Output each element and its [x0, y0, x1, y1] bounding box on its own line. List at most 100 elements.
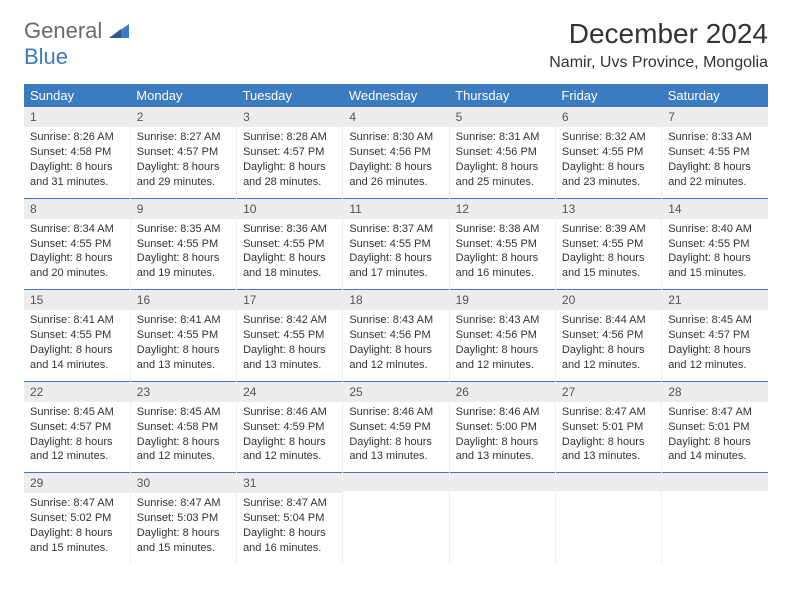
week-row: 22Sunrise: 8:45 AMSunset: 4:57 PMDayligh… — [24, 382, 768, 473]
day-number: 27 — [556, 382, 661, 402]
day-cell: 1Sunrise: 8:26 AMSunset: 4:58 PMDaylight… — [24, 107, 130, 198]
sunset-text: Sunset: 4:55 PM — [562, 145, 655, 160]
day-number: 8 — [24, 199, 130, 219]
week-row: 8Sunrise: 8:34 AMSunset: 4:55 PMDaylight… — [24, 199, 768, 290]
day-number — [450, 473, 555, 491]
sunset-text: Sunset: 4:55 PM — [349, 237, 442, 252]
day-cell: 5Sunrise: 8:31 AMSunset: 4:56 PMDaylight… — [449, 107, 555, 198]
daylight-text: Daylight: 8 hours and 13 minutes. — [562, 435, 655, 465]
day-body: Sunrise: 8:47 AMSunset: 5:02 PMDaylight:… — [24, 493, 130, 563]
week-row: 1Sunrise: 8:26 AMSunset: 4:58 PMDaylight… — [24, 107, 768, 198]
day-body: Sunrise: 8:33 AMSunset: 4:55 PMDaylight:… — [662, 127, 768, 197]
day-cell: 23Sunrise: 8:45 AMSunset: 4:58 PMDayligh… — [130, 382, 236, 473]
sunrise-text: Sunrise: 8:41 AM — [137, 313, 230, 328]
sunset-text: Sunset: 4:57 PM — [30, 420, 124, 435]
sunset-text: Sunset: 5:04 PM — [243, 511, 336, 526]
day-number: 13 — [556, 199, 661, 219]
day-body: Sunrise: 8:36 AMSunset: 4:55 PMDaylight:… — [237, 219, 342, 289]
day-cell: 22Sunrise: 8:45 AMSunset: 4:57 PMDayligh… — [24, 382, 130, 473]
day-body: Sunrise: 8:43 AMSunset: 4:56 PMDaylight:… — [450, 310, 555, 380]
sunset-text: Sunset: 4:59 PM — [349, 420, 442, 435]
title-block: December 2024 Namir, Uvs Province, Mongo… — [549, 18, 768, 72]
sunset-text: Sunset: 4:55 PM — [456, 237, 549, 252]
day-body: Sunrise: 8:27 AMSunset: 4:57 PMDaylight:… — [131, 127, 236, 197]
day-cell: 20Sunrise: 8:44 AMSunset: 4:56 PMDayligh… — [555, 290, 661, 381]
day-number: 3 — [237, 107, 342, 127]
daylight-text: Daylight: 8 hours and 12 minutes. — [349, 343, 442, 373]
day-body: Sunrise: 8:43 AMSunset: 4:56 PMDaylight:… — [343, 310, 448, 380]
daylight-text: Daylight: 8 hours and 12 minutes. — [30, 435, 124, 465]
sunrise-text: Sunrise: 8:39 AM — [562, 222, 655, 237]
sunrise-text: Sunrise: 8:47 AM — [243, 496, 336, 511]
day-cell: 31Sunrise: 8:47 AMSunset: 5:04 PMDayligh… — [237, 473, 343, 564]
sunrise-text: Sunrise: 8:26 AM — [30, 130, 124, 145]
sunset-text: Sunset: 4:57 PM — [243, 145, 336, 160]
day-cell: 24Sunrise: 8:46 AMSunset: 4:59 PMDayligh… — [237, 382, 343, 473]
sunset-text: Sunset: 4:56 PM — [349, 328, 442, 343]
sunrise-text: Sunrise: 8:27 AM — [137, 130, 230, 145]
day-number: 25 — [343, 382, 448, 402]
day-number — [343, 473, 448, 491]
sunrise-text: Sunrise: 8:28 AM — [243, 130, 336, 145]
sunset-text: Sunset: 4:55 PM — [668, 237, 762, 252]
daylight-text: Daylight: 8 hours and 15 minutes. — [668, 251, 762, 281]
sunrise-text: Sunrise: 8:42 AM — [243, 313, 336, 328]
daylight-text: Daylight: 8 hours and 20 minutes. — [30, 251, 124, 281]
day-body: Sunrise: 8:26 AMSunset: 4:58 PMDaylight:… — [24, 127, 130, 197]
sunset-text: Sunset: 4:56 PM — [349, 145, 442, 160]
sunset-text: Sunset: 4:57 PM — [137, 145, 230, 160]
day-cell: 30Sunrise: 8:47 AMSunset: 5:03 PMDayligh… — [130, 473, 236, 564]
sunrise-text: Sunrise: 8:46 AM — [349, 405, 442, 420]
week-row: 29Sunrise: 8:47 AMSunset: 5:02 PMDayligh… — [24, 473, 768, 564]
sunrise-text: Sunrise: 8:32 AM — [562, 130, 655, 145]
sunrise-text: Sunrise: 8:34 AM — [30, 222, 124, 237]
sunrise-text: Sunrise: 8:43 AM — [349, 313, 442, 328]
week-row: 15Sunrise: 8:41 AMSunset: 4:55 PMDayligh… — [24, 290, 768, 381]
daylight-text: Daylight: 8 hours and 22 minutes. — [668, 160, 762, 190]
sunset-text: Sunset: 4:56 PM — [456, 328, 549, 343]
day-body: Sunrise: 8:45 AMSunset: 4:57 PMDaylight:… — [662, 310, 768, 380]
daylight-text: Daylight: 8 hours and 19 minutes. — [137, 251, 230, 281]
day-number: 26 — [450, 382, 555, 402]
day-cell: 17Sunrise: 8:42 AMSunset: 4:55 PMDayligh… — [237, 290, 343, 381]
sunrise-text: Sunrise: 8:47 AM — [30, 496, 124, 511]
location-line: Namir, Uvs Province, Mongolia — [549, 54, 768, 72]
day-cell: 2Sunrise: 8:27 AMSunset: 4:57 PMDaylight… — [130, 107, 236, 198]
sunrise-text: Sunrise: 8:30 AM — [349, 130, 442, 145]
day-number: 11 — [343, 199, 448, 219]
day-body: Sunrise: 8:47 AMSunset: 5:01 PMDaylight:… — [662, 402, 768, 472]
daylight-text: Daylight: 8 hours and 12 minutes. — [456, 343, 549, 373]
sunrise-text: Sunrise: 8:46 AM — [243, 405, 336, 420]
daylight-text: Daylight: 8 hours and 28 minutes. — [243, 160, 336, 190]
day-body: Sunrise: 8:38 AMSunset: 4:55 PMDaylight:… — [450, 219, 555, 289]
calendar-body: 1Sunrise: 8:26 AMSunset: 4:58 PMDaylight… — [24, 107, 768, 564]
sunset-text: Sunset: 4:55 PM — [30, 328, 124, 343]
day-number: 5 — [450, 107, 555, 127]
sunset-text: Sunset: 4:56 PM — [456, 145, 549, 160]
daylight-text: Daylight: 8 hours and 12 minutes. — [243, 435, 336, 465]
sunrise-text: Sunrise: 8:36 AM — [243, 222, 336, 237]
empty-cell — [662, 473, 768, 564]
daylight-text: Daylight: 8 hours and 23 minutes. — [562, 160, 655, 190]
sunset-text: Sunset: 4:55 PM — [137, 237, 230, 252]
brand-word-1: General — [24, 18, 102, 43]
day-body: Sunrise: 8:32 AMSunset: 4:55 PMDaylight:… — [556, 127, 661, 197]
day-body: Sunrise: 8:34 AMSunset: 4:55 PMDaylight:… — [24, 219, 130, 289]
sunset-text: Sunset: 4:55 PM — [668, 145, 762, 160]
day-body: Sunrise: 8:47 AMSunset: 5:01 PMDaylight:… — [556, 402, 661, 472]
sunset-text: Sunset: 4:56 PM — [562, 328, 655, 343]
sunrise-text: Sunrise: 8:47 AM — [668, 405, 762, 420]
sunset-text: Sunset: 5:02 PM — [30, 511, 124, 526]
weekday-header: Wednesday — [343, 84, 449, 107]
day-cell: 10Sunrise: 8:36 AMSunset: 4:55 PMDayligh… — [237, 199, 343, 290]
day-cell: 15Sunrise: 8:41 AMSunset: 4:55 PMDayligh… — [24, 290, 130, 381]
sunrise-text: Sunrise: 8:45 AM — [137, 405, 230, 420]
sunrise-text: Sunrise: 8:47 AM — [562, 405, 655, 420]
sunrise-text: Sunrise: 8:43 AM — [456, 313, 549, 328]
day-number: 19 — [450, 290, 555, 310]
weekday-header: Sunday — [24, 84, 130, 107]
day-number: 16 — [131, 290, 236, 310]
sunset-text: Sunset: 4:55 PM — [243, 328, 336, 343]
daylight-text: Daylight: 8 hours and 12 minutes. — [137, 435, 230, 465]
sunset-text: Sunset: 4:55 PM — [243, 237, 336, 252]
